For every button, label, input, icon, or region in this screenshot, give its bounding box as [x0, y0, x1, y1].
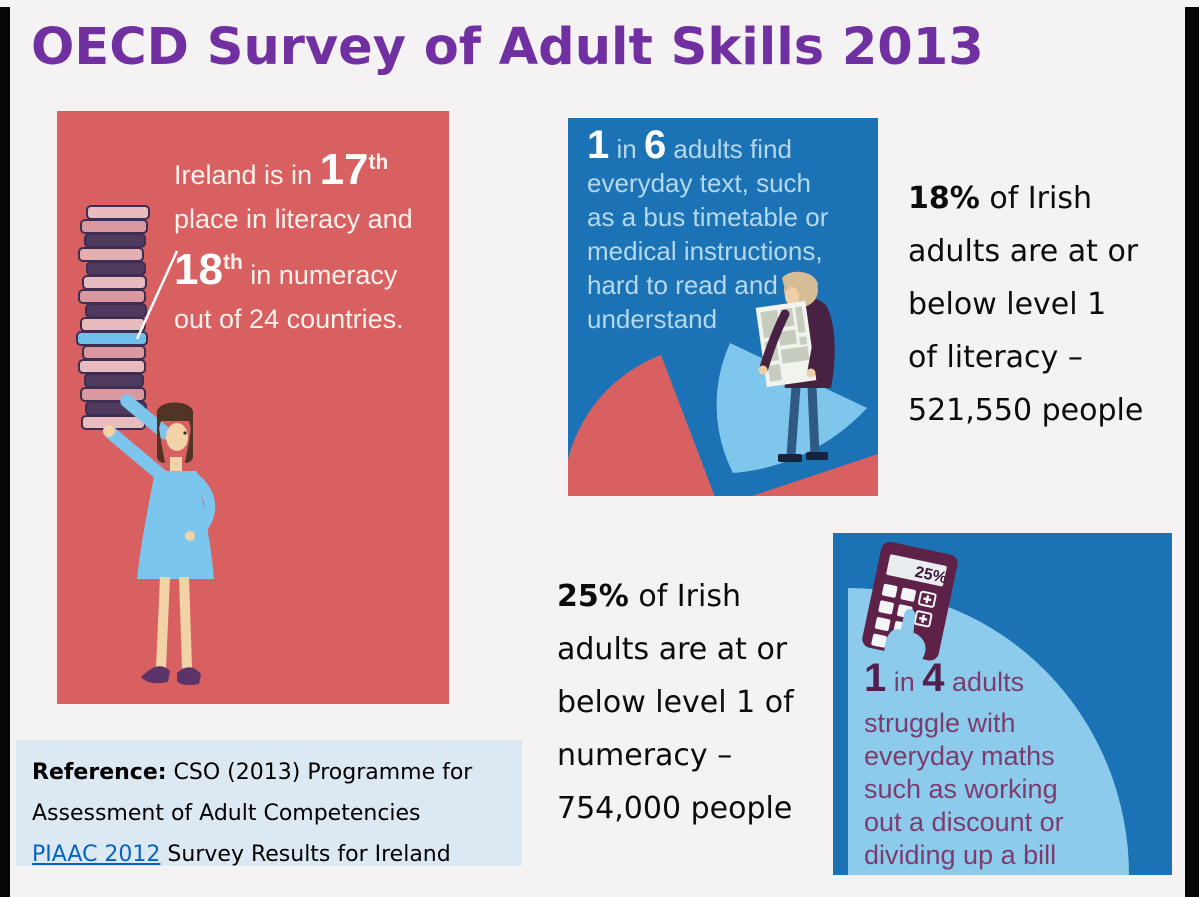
- text-line: Assessment of Adult Competencies: [32, 801, 421, 826]
- text-line: PIAAC 2012 Survey Results for Ireland: [32, 842, 451, 867]
- text-line: numeracy –: [557, 738, 733, 773]
- text-line: Ireland is in 17th: [174, 145, 389, 194]
- text-line: below level 1 of: [557, 685, 794, 720]
- text-line: as a bus timetable or: [587, 202, 829, 232]
- text-line: adults are at or: [557, 632, 788, 667]
- page-title: OECD Survey of Adult Skills 2013: [31, 18, 984, 77]
- literacy-rank-card: Ireland is in 17th place in literacy and…: [57, 111, 449, 704]
- person-reading-icon: [755, 271, 835, 462]
- text-line: 18th in numeracy: [174, 245, 398, 294]
- plus-buttons: [913, 590, 937, 628]
- rank-text: Ireland is in 17th place in literacy and…: [174, 141, 442, 341]
- text-line: understand: [587, 304, 718, 334]
- right-edge-bar: [1185, 7, 1199, 897]
- numeracy-stat-text: 25% of Irish adults are at or below leve…: [557, 570, 794, 835]
- text-line: place in literacy and: [174, 204, 413, 234]
- svg-text:25%: 25%: [913, 564, 948, 587]
- text-line: dividing up a bill: [864, 840, 1057, 870]
- text-line: out a discount or: [864, 807, 1064, 837]
- text-line: 1 in 6 adults find: [587, 123, 792, 167]
- numeracy-difficulty-card: 25%: [833, 533, 1172, 875]
- left-edge-bar: [0, 7, 10, 897]
- literacy-stat-text: 18% of Irish adults are at or below leve…: [908, 172, 1143, 437]
- text-line: out of 24 countries.: [174, 304, 404, 334]
- text-line: 754,000 people: [557, 791, 793, 826]
- text-line: medical instructions,: [587, 236, 823, 266]
- text-line: 18% of Irish: [908, 181, 1092, 216]
- text-line: below level 1: [908, 287, 1107, 322]
- book-stack-icon: [76, 205, 150, 430]
- piaac-link[interactable]: PIAAC 2012: [32, 842, 161, 867]
- text-line: everyday text, such: [587, 168, 811, 198]
- text-line: adults are at or: [908, 234, 1139, 269]
- pie-chart-illustration: [568, 271, 878, 496]
- reference-box: Reference: CSO (2013) Programme for Asse…: [16, 740, 522, 867]
- reading-text: 1 in 6 adults find everyday text, such a…: [587, 123, 829, 336]
- text-line: struggle with: [864, 708, 1016, 738]
- text-line: of literacy –: [908, 340, 1083, 375]
- text-line: hard to read and: [587, 270, 778, 300]
- text-line: such as working: [864, 774, 1058, 804]
- calculator-illustration: 25%: [848, 541, 1129, 875]
- book-stack-woman-illustration: [76, 205, 216, 685]
- text-line: 1 in 4 adults: [864, 656, 1025, 700]
- text-line: 25% of Irish: [557, 579, 741, 614]
- callout-line: [135, 250, 179, 340]
- reading-difficulty-card: 1 in 6 adults find everyday text, such a…: [568, 118, 878, 496]
- woman-figure-icon: [103, 394, 216, 685]
- maths-text: 1 in 4 adults struggle with everyday mat…: [864, 653, 1064, 872]
- reference-label: Reference:: [32, 760, 167, 785]
- hand-icon: [884, 608, 926, 671]
- calculator-icon: 25%: [862, 541, 958, 671]
- text-line: 521,550 people: [908, 393, 1144, 428]
- text-line: everyday maths: [864, 741, 1055, 771]
- text-line: Reference: CSO (2013) Programme for: [32, 760, 473, 785]
